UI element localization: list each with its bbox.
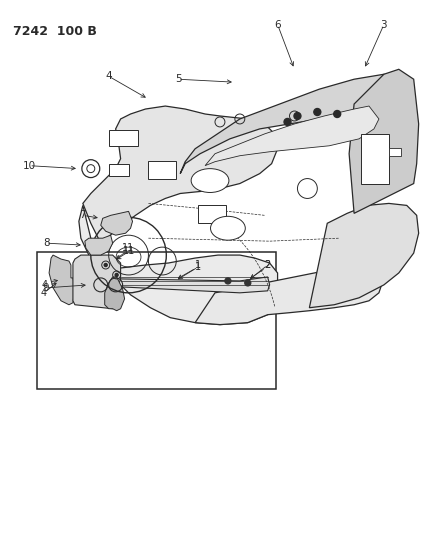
Text: 4: 4 xyxy=(41,288,47,298)
Polygon shape xyxy=(105,277,125,311)
Polygon shape xyxy=(101,212,133,235)
Ellipse shape xyxy=(211,216,245,240)
Ellipse shape xyxy=(191,168,229,192)
Text: 4: 4 xyxy=(42,280,48,290)
Polygon shape xyxy=(205,106,379,166)
Text: 4: 4 xyxy=(105,71,112,81)
Polygon shape xyxy=(85,235,113,255)
Text: 3: 3 xyxy=(380,20,387,29)
Polygon shape xyxy=(79,205,278,325)
Circle shape xyxy=(245,280,251,286)
Text: 9: 9 xyxy=(43,283,49,293)
Text: 2: 2 xyxy=(265,260,271,270)
Bar xyxy=(361,134,389,183)
Circle shape xyxy=(314,109,321,116)
Text: 2: 2 xyxy=(265,260,271,270)
Polygon shape xyxy=(83,106,278,243)
Text: 11: 11 xyxy=(122,243,135,253)
Text: 7242  100 B: 7242 100 B xyxy=(13,25,97,38)
Bar xyxy=(109,130,139,146)
Text: 1: 1 xyxy=(195,262,201,272)
Text: 11: 11 xyxy=(123,246,136,256)
Bar xyxy=(389,148,401,156)
Polygon shape xyxy=(49,255,75,305)
Bar xyxy=(37,252,276,389)
Text: 1: 1 xyxy=(195,260,201,270)
Text: 6: 6 xyxy=(274,20,281,29)
Text: 5: 5 xyxy=(175,74,181,84)
Circle shape xyxy=(225,278,231,284)
Circle shape xyxy=(334,110,341,117)
Circle shape xyxy=(104,263,107,266)
Polygon shape xyxy=(309,204,419,308)
Bar xyxy=(109,164,128,175)
Text: 8: 8 xyxy=(43,238,49,248)
Text: 7: 7 xyxy=(80,211,86,220)
Polygon shape xyxy=(195,265,384,325)
Bar xyxy=(149,160,176,179)
Polygon shape xyxy=(349,69,419,213)
Circle shape xyxy=(294,112,301,119)
Circle shape xyxy=(115,273,118,277)
Bar xyxy=(198,205,226,223)
Polygon shape xyxy=(119,277,270,293)
Circle shape xyxy=(284,118,291,125)
Text: 10: 10 xyxy=(23,160,36,171)
Polygon shape xyxy=(73,255,121,309)
Polygon shape xyxy=(180,74,414,174)
